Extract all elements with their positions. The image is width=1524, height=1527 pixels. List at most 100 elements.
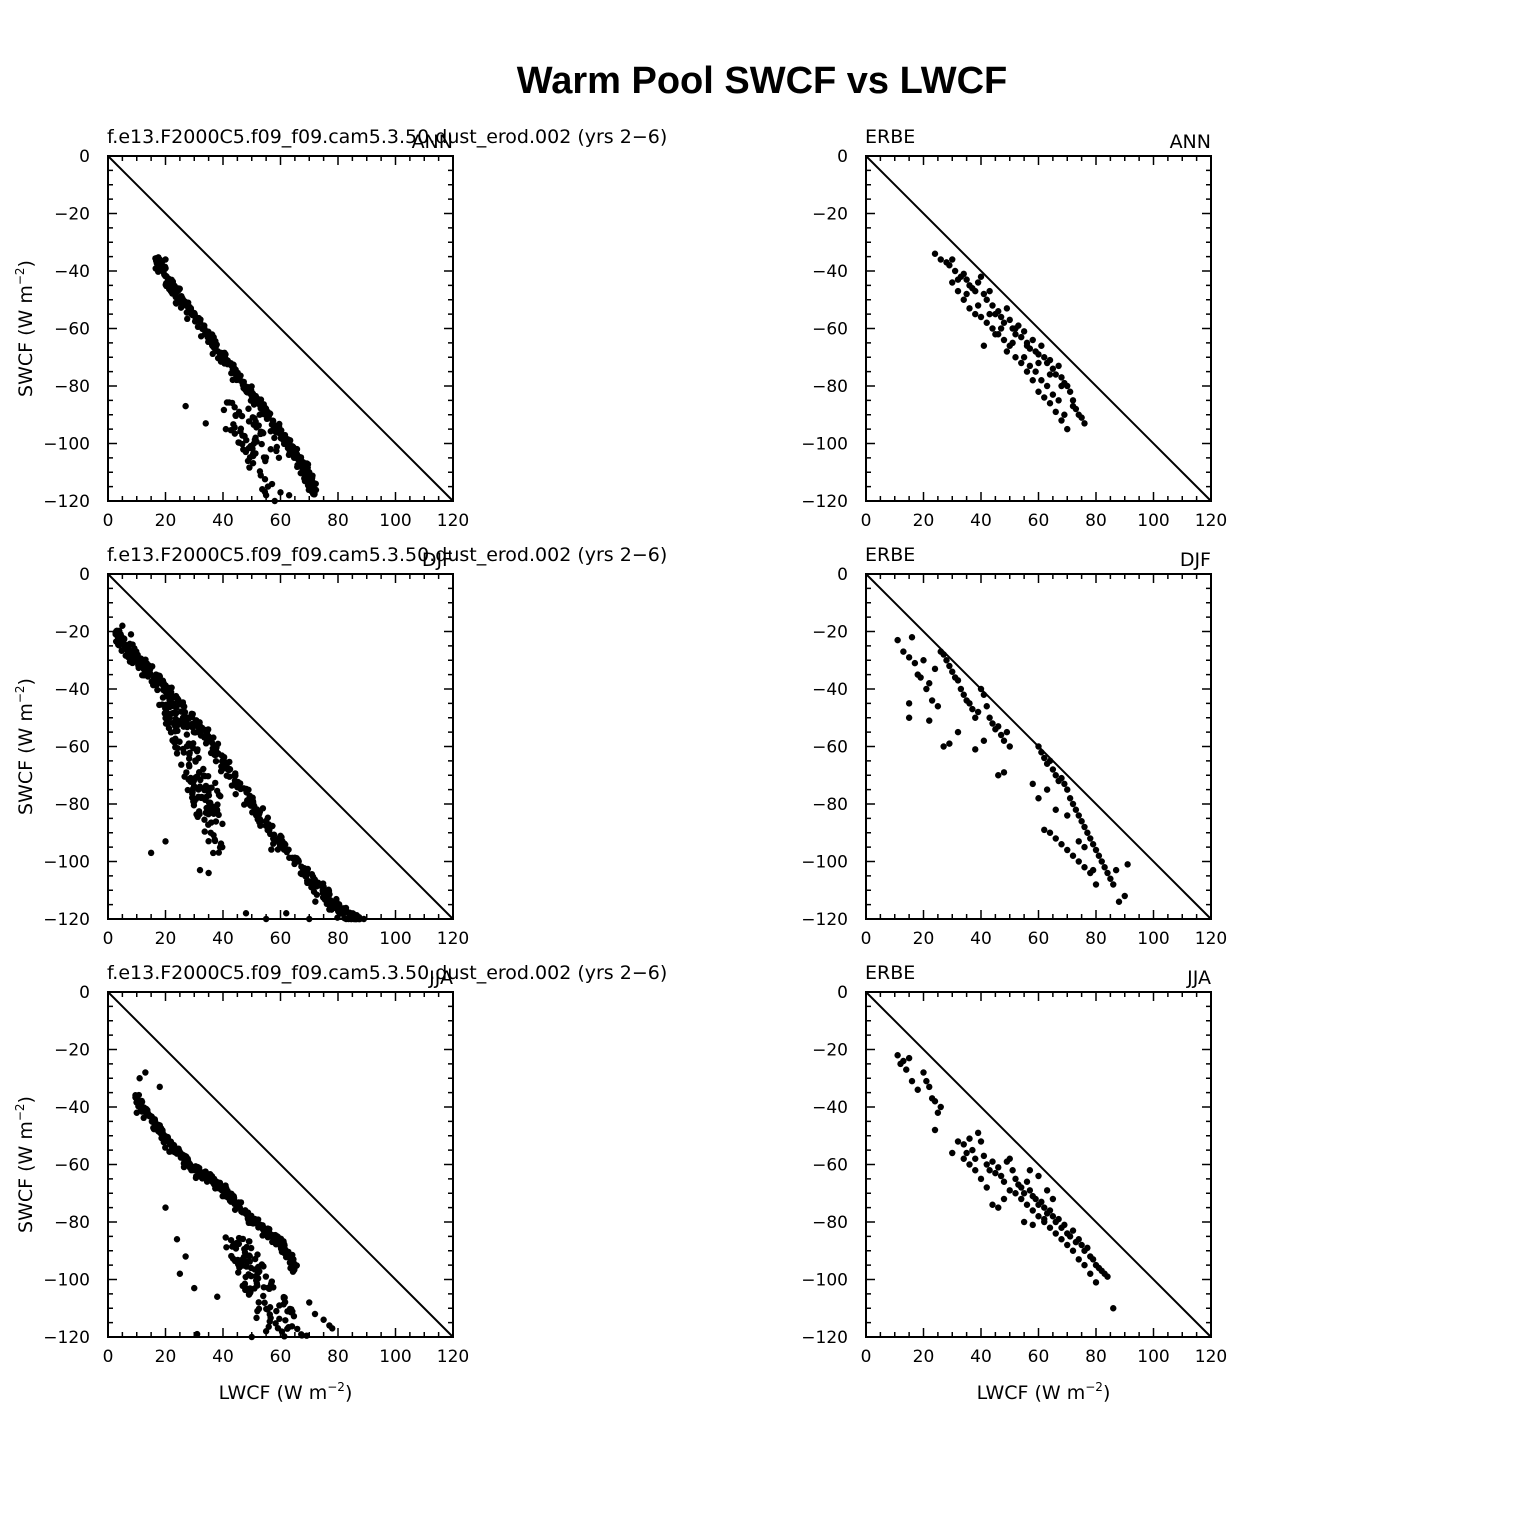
x-tick-label: 20 [155, 929, 177, 949]
data-point [1000, 737, 1008, 744]
data-point [115, 630, 122, 637]
data-point [1061, 1221, 1068, 1229]
x-tick-label: 40 [212, 511, 234, 531]
data-point [197, 776, 204, 784]
y-tick-label: −100 [801, 1271, 848, 1291]
data-point [246, 454, 254, 461]
y-tick-label: −20 [812, 1041, 848, 1061]
y-tick-label: −100 [43, 435, 90, 455]
data-point [225, 399, 233, 406]
data-point [280, 1293, 288, 1301]
data-point [261, 1299, 268, 1306]
data-point [308, 884, 315, 891]
data-point [278, 833, 285, 841]
data-point [201, 330, 209, 338]
data-point [222, 425, 230, 433]
data-point [974, 302, 982, 309]
data-point [1009, 339, 1016, 347]
data-point [997, 1172, 1005, 1180]
data-point [271, 434, 278, 442]
data-point [152, 265, 159, 272]
data-point [150, 674, 158, 682]
x-tick-label: 0 [861, 511, 872, 531]
x-tick-label: 80 [327, 1347, 349, 1367]
data-point [273, 1307, 280, 1315]
data-point [1006, 743, 1013, 750]
data-point [997, 731, 1005, 739]
data-point [231, 1206, 239, 1213]
data-point [1064, 425, 1071, 433]
data-point [267, 446, 274, 453]
data-point [989, 325, 996, 332]
data-point [254, 1269, 262, 1276]
data-point [1098, 858, 1105, 865]
data-point [1023, 342, 1031, 349]
data-point [172, 692, 180, 700]
data-point [275, 1238, 283, 1245]
data-point [253, 1280, 261, 1287]
data-point [220, 753, 228, 761]
data-point [1066, 1233, 1074, 1240]
data-point [159, 694, 167, 701]
data-point [119, 622, 126, 629]
data-point [223, 1189, 230, 1197]
y-tick-label: −100 [801, 853, 848, 873]
data-point [1023, 368, 1031, 375]
data-point [989, 1158, 996, 1165]
data-point [312, 878, 319, 886]
data-point [294, 1325, 301, 1333]
data-point [1092, 881, 1100, 888]
data-point [960, 296, 967, 303]
data-point [1087, 1270, 1094, 1277]
data-point [274, 422, 281, 429]
data-point [214, 354, 222, 362]
data-point [1069, 1227, 1077, 1234]
data-point [1026, 1187, 1034, 1194]
y-tick-label: −100 [801, 435, 848, 455]
data-point [180, 1153, 187, 1160]
panel-season-label: DJF [422, 549, 453, 571]
data-point [1046, 1224, 1054, 1231]
x-tick-label: 0 [103, 1347, 114, 1367]
data-point [185, 761, 193, 768]
data-point [1018, 1195, 1025, 1203]
data-point [1035, 1213, 1042, 1220]
data-point [923, 685, 930, 693]
x-tick-label: 40 [970, 511, 992, 531]
data-point [308, 870, 316, 878]
data-point [986, 310, 993, 318]
data-point [183, 731, 191, 738]
data-point [312, 898, 319, 905]
data-point [212, 779, 219, 787]
data-point [1018, 333, 1025, 341]
panel-model-ann: 0 20 40 60 80 100 120 0 −20 −40 −60 −80 −100 −120 f.e1… [13, 126, 667, 531]
data-point [997, 325, 1005, 332]
data-point [1041, 1204, 1048, 1211]
data-point [905, 714, 913, 721]
data-point [173, 1236, 181, 1243]
data-point [211, 836, 218, 843]
x-tick-label: 40 [212, 929, 234, 949]
data-point [1006, 1187, 1013, 1194]
data-point [256, 810, 263, 818]
data-point [262, 1273, 270, 1280]
data-point [201, 816, 208, 823]
data-point [235, 1269, 242, 1276]
data-point [156, 1083, 163, 1091]
data-point [926, 1083, 933, 1091]
data-point [1075, 1256, 1082, 1263]
data-point [282, 1317, 289, 1324]
y-tick-label: −120 [43, 492, 90, 512]
data-point [183, 769, 190, 776]
data-point [1046, 1207, 1054, 1214]
data-point [261, 476, 269, 483]
data-point [193, 1330, 201, 1338]
data-point [286, 1308, 293, 1315]
data-point [178, 761, 185, 768]
data-point [983, 1184, 990, 1191]
data-point [1003, 348, 1011, 355]
y-axis-label: SWCF (W m−2) [13, 678, 37, 815]
data-point [1075, 1236, 1082, 1243]
data-point [1029, 1207, 1036, 1214]
x-tick-label: 60 [1028, 1347, 1050, 1367]
